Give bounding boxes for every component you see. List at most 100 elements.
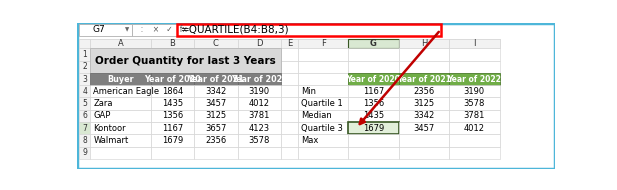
Text: 3190: 3190	[464, 87, 485, 96]
Bar	[298, 110, 349, 122]
Bar	[80, 85, 90, 97]
Bar	[298, 122, 349, 135]
Bar	[151, 122, 194, 135]
Bar	[80, 39, 90, 48]
Bar	[238, 73, 281, 85]
Bar	[151, 97, 194, 110]
Bar	[449, 61, 500, 73]
Bar	[349, 73, 399, 85]
Bar	[194, 48, 238, 61]
Bar	[80, 39, 500, 48]
Text: GAP: GAP	[93, 112, 111, 120]
Bar	[151, 85, 194, 97]
Text: Min: Min	[301, 87, 316, 96]
Bar	[449, 73, 500, 85]
Text: Kontoor: Kontoor	[93, 124, 126, 133]
Text: B: B	[170, 39, 175, 48]
Text: 2356: 2356	[205, 136, 226, 145]
Bar	[449, 97, 500, 110]
Bar	[151, 97, 194, 110]
Text: Order Quantity for last 3 Years: Order Quantity for last 3 Years	[95, 55, 276, 66]
Bar	[399, 48, 449, 61]
Text: 3781: 3781	[249, 112, 270, 120]
Bar	[238, 122, 281, 135]
Text: C: C	[213, 39, 219, 48]
Text: D: D	[256, 39, 262, 48]
Bar	[399, 97, 449, 110]
Bar	[151, 147, 194, 159]
Text: 3657: 3657	[205, 124, 226, 133]
Text: G: G	[370, 39, 377, 48]
Bar	[80, 122, 90, 135]
Bar	[281, 110, 298, 122]
Text: 4123: 4123	[249, 124, 270, 133]
Text: Year of 2021: Year of 2021	[188, 74, 244, 84]
Text: 1356: 1356	[363, 99, 384, 108]
Bar	[151, 135, 194, 147]
Bar	[90, 135, 151, 147]
Text: 3: 3	[83, 74, 88, 84]
Text: Walmart: Walmart	[93, 136, 129, 145]
Bar	[194, 135, 238, 147]
Text: 1167: 1167	[363, 87, 384, 96]
Bar	[151, 110, 194, 122]
Bar	[238, 147, 281, 159]
Bar	[449, 122, 500, 135]
Bar	[399, 73, 449, 85]
Bar	[349, 147, 399, 159]
Bar	[281, 73, 298, 85]
Bar	[151, 135, 194, 147]
Text: =QUARTILE(B4:B8,3): =QUARTILE(B4:B8,3)	[181, 25, 289, 35]
Text: 3781: 3781	[463, 112, 485, 120]
Bar	[399, 39, 449, 48]
Bar	[132, 24, 177, 36]
Bar	[449, 85, 500, 97]
Text: Year of 2020: Year of 2020	[144, 74, 201, 84]
Bar	[349, 73, 399, 85]
Bar	[399, 122, 449, 135]
Text: 3342: 3342	[413, 112, 434, 120]
Bar	[349, 110, 399, 122]
Bar	[399, 110, 449, 122]
Text: 6: 6	[83, 112, 88, 120]
Text: ▼: ▼	[125, 27, 130, 32]
Text: Year of 2021: Year of 2021	[397, 74, 451, 84]
Bar	[80, 135, 90, 147]
Bar	[194, 85, 238, 97]
Bar	[194, 97, 238, 110]
Bar	[80, 24, 132, 36]
Text: 5: 5	[83, 99, 88, 108]
Bar	[298, 48, 349, 61]
Bar	[90, 110, 151, 122]
Bar	[90, 85, 151, 97]
Text: 3190: 3190	[249, 87, 270, 96]
Bar	[177, 24, 441, 36]
Text: 3457: 3457	[413, 124, 434, 133]
Bar	[90, 122, 151, 135]
Text: H: H	[421, 39, 427, 48]
Bar	[194, 110, 238, 122]
Bar	[449, 73, 500, 85]
Bar	[151, 85, 194, 97]
Bar	[151, 39, 194, 48]
Text: 1864: 1864	[162, 87, 183, 96]
Bar	[238, 97, 281, 110]
Bar	[80, 147, 90, 159]
Bar	[238, 110, 281, 122]
Text: 3342: 3342	[205, 87, 226, 96]
Bar	[449, 110, 500, 122]
Bar	[151, 73, 194, 85]
Text: E: E	[287, 39, 292, 48]
Bar	[399, 135, 449, 147]
Bar	[194, 73, 238, 85]
Bar	[90, 73, 151, 85]
Bar	[90, 73, 151, 85]
Bar	[449, 85, 500, 97]
Bar	[151, 61, 194, 73]
Bar	[349, 122, 399, 135]
Text: Year of 2022: Year of 2022	[231, 74, 288, 84]
Bar	[349, 122, 399, 135]
Text: A: A	[118, 39, 123, 48]
Text: Median: Median	[301, 112, 332, 120]
Bar	[298, 97, 349, 110]
